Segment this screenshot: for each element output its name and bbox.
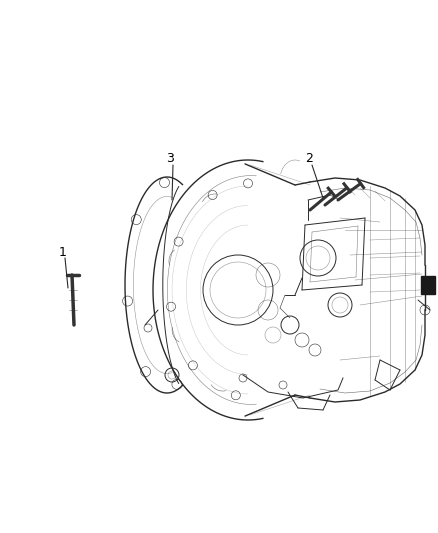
Bar (421, 276, 435, 294)
Text: 2: 2 (305, 151, 313, 165)
Text: 3: 3 (166, 151, 174, 165)
Text: 1: 1 (59, 246, 67, 259)
